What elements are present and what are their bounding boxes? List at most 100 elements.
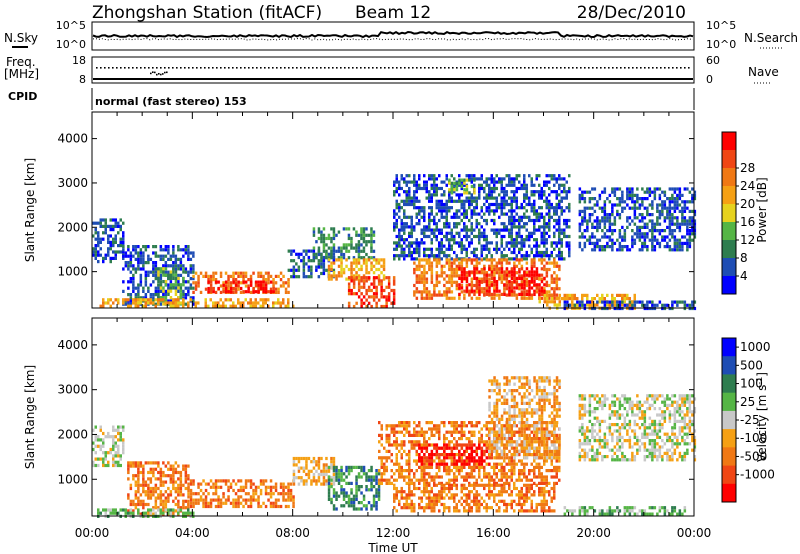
velocity-cell — [335, 494, 338, 498]
velocity-cell — [383, 465, 386, 469]
nave-dot — [288, 67, 290, 69]
power-cell — [631, 200, 634, 204]
velocity-cell — [204, 501, 208, 505]
power-cell — [623, 206, 627, 210]
power-cell — [440, 215, 443, 219]
velocity-cell — [357, 465, 361, 469]
power-cell — [104, 256, 107, 260]
power-cell — [172, 304, 175, 308]
power-cell — [340, 261, 343, 265]
power-cell — [292, 249, 296, 253]
power-cell — [400, 222, 403, 226]
power-cell — [450, 247, 453, 251]
power-cell — [603, 216, 607, 220]
power-cell — [545, 196, 548, 200]
power-cell — [440, 257, 443, 261]
power-cell — [408, 250, 411, 255]
power-cell — [691, 187, 694, 191]
power-cell — [530, 280, 534, 284]
power-cell — [623, 238, 627, 242]
power-cell — [127, 261, 130, 265]
power-cell — [167, 273, 170, 277]
power-cell — [478, 292, 481, 296]
power-cell — [538, 228, 541, 232]
power-cell — [337, 264, 341, 268]
power-cell — [114, 234, 117, 238]
velocity-cell — [189, 495, 193, 499]
power-cell — [535, 215, 538, 219]
power-cell — [327, 264, 331, 268]
power-cell — [162, 273, 165, 277]
power-cell — [678, 241, 682, 245]
velocity-cell — [172, 508, 175, 512]
power-cell — [465, 228, 468, 232]
power-cell — [548, 193, 551, 197]
power-cell — [187, 293, 190, 297]
velocity-cell — [177, 483, 180, 487]
power-cell — [413, 290, 416, 294]
velocity-cell — [179, 486, 183, 491]
power-cell — [473, 196, 476, 200]
power-cell — [535, 209, 538, 213]
power-cell — [398, 183, 401, 187]
power-cell — [377, 274, 381, 278]
power-cell — [232, 280, 235, 284]
power-cell — [450, 244, 453, 248]
power-cell — [606, 197, 609, 201]
power-cell — [174, 273, 178, 277]
velocity-cell — [167, 499, 170, 503]
velocity-cell — [367, 488, 371, 492]
power-cell — [518, 225, 521, 229]
nave-dot — [256, 67, 258, 69]
power-cell — [545, 261, 549, 265]
power-cell — [520, 258, 524, 262]
power-cell — [538, 218, 541, 223]
power-cell — [623, 297, 626, 301]
power-cell — [435, 234, 438, 239]
power-cell — [503, 199, 506, 203]
nave-dot — [688, 67, 690, 69]
power-cell — [611, 203, 614, 207]
power-cell — [430, 218, 433, 223]
power-cell — [618, 187, 622, 191]
power-cell — [658, 300, 662, 304]
power-cell — [382, 261, 386, 265]
power-cell — [249, 290, 253, 294]
power-cell — [555, 209, 558, 213]
power-cell — [515, 234, 518, 239]
velocity-cell — [302, 482, 306, 486]
power-cell — [475, 283, 479, 287]
power-cell — [340, 252, 343, 257]
velocity-cell — [269, 485, 273, 489]
power-cell — [305, 262, 308, 266]
power-cell — [688, 222, 692, 226]
power-cell — [184, 270, 188, 274]
power-cell — [546, 293, 549, 297]
power-cell — [423, 209, 426, 213]
power-cell — [648, 213, 652, 217]
power-cell — [247, 278, 250, 282]
velocity-cell — [99, 438, 102, 442]
power-cell — [450, 184, 454, 189]
power-cell — [450, 267, 454, 272]
velocity-cell — [335, 507, 338, 511]
power-cell — [661, 303, 664, 307]
velocity-cell — [127, 496, 130, 500]
power-cell — [483, 196, 486, 200]
velocity-cell — [315, 482, 318, 486]
power-cell — [112, 224, 115, 228]
power-cell — [668, 219, 672, 223]
power-cell — [485, 234, 488, 239]
power-cell — [443, 244, 446, 248]
power-cell — [488, 280, 491, 284]
power-cell — [648, 187, 652, 191]
power-cell — [322, 233, 326, 237]
velocity-cell — [282, 498, 285, 502]
power-cell — [428, 225, 431, 229]
power-cell — [490, 296, 494, 300]
power-cell — [485, 222, 488, 226]
power-cell — [413, 271, 416, 275]
velocity-cell — [403, 449, 406, 453]
velocity-cell — [252, 498, 255, 502]
power-cell — [317, 252, 321, 257]
